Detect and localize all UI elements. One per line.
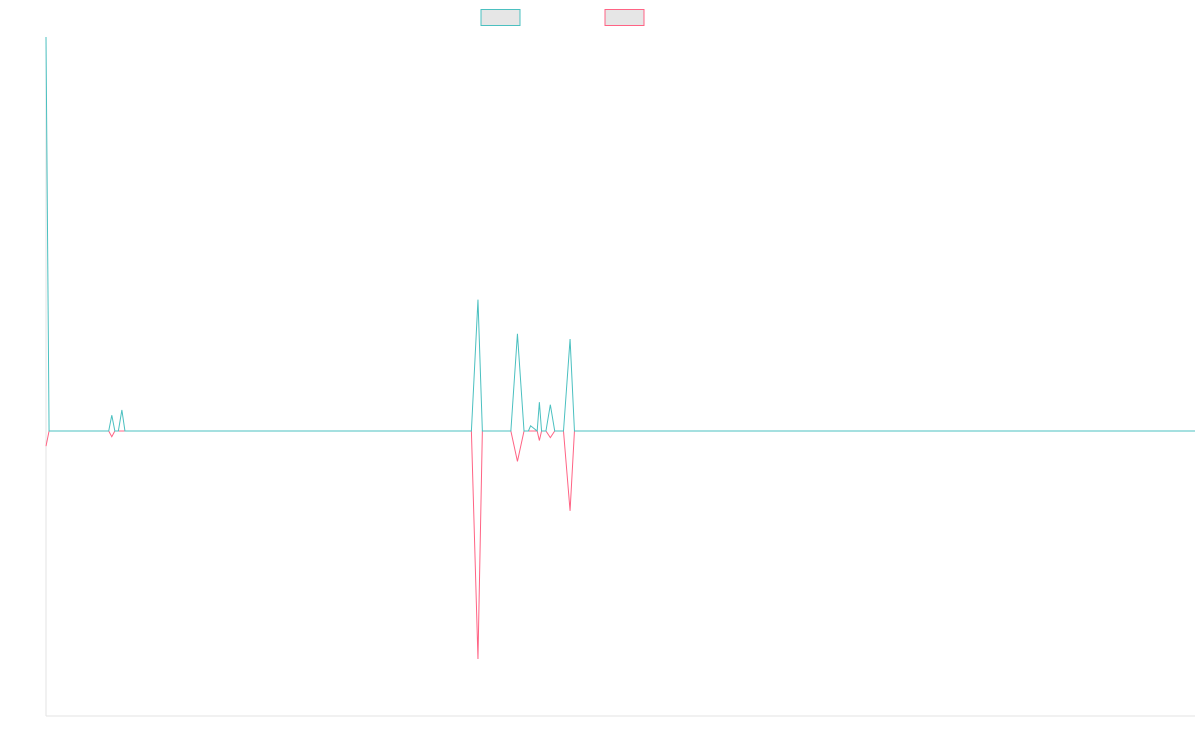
axes (45, 37, 1195, 717)
series-layer (45, 36, 1195, 660)
legend-swatch-1[interactable] (604, 9, 645, 26)
series-line-0 (45, 36, 1195, 432)
legend (480, 9, 645, 26)
legend-swatch-0[interactable] (480, 9, 521, 26)
series-line-1 (45, 430, 1195, 660)
